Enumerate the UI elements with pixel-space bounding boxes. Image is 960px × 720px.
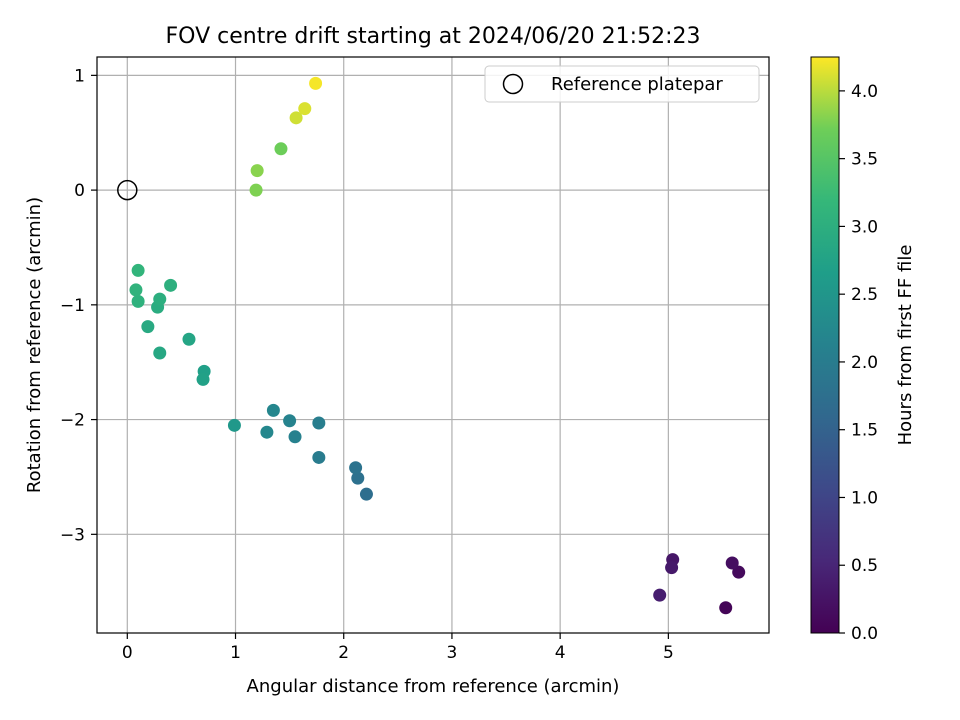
- data-point: [274, 142, 288, 156]
- data-point: [153, 292, 167, 306]
- x-tick-label: 3: [447, 643, 458, 663]
- data-point: [298, 102, 312, 116]
- legend-box: [484, 65, 760, 103]
- chart-title: FOV centre drift starting at 2024/06/20 …: [166, 24, 701, 49]
- legend: Reference platepar: [484, 65, 760, 103]
- colorbar: [810, 56, 840, 634]
- data-point: [653, 588, 667, 602]
- y-tick-label: −3: [60, 525, 85, 545]
- data-point: [351, 471, 365, 485]
- y-tick-label: 0: [74, 181, 85, 201]
- colorbar-tick-label: 4.0: [851, 82, 878, 102]
- colorbar-tick-label: 1.0: [851, 488, 878, 508]
- data-point: [182, 332, 196, 346]
- x-axis-label: Angular distance from reference (arcmin): [247, 676, 620, 697]
- data-point: [129, 283, 143, 297]
- colorbar-tick-label: 3.5: [851, 150, 878, 170]
- colorbar-tick-label: 3.0: [851, 217, 878, 237]
- x-tick-label: 4: [555, 643, 566, 663]
- x-tick-label: 5: [663, 643, 674, 663]
- data-point: [288, 430, 302, 444]
- data-point: [309, 76, 323, 90]
- data-point: [283, 414, 297, 428]
- y-tick-label: −1: [60, 296, 85, 316]
- y-ticks: −3 −2 −1 0 1: [60, 66, 97, 545]
- x-tick-label: 1: [230, 643, 241, 663]
- colorbar-tick-label: 0.0: [851, 624, 878, 644]
- x-ticks: 0 1 2 3 4 5: [122, 633, 674, 663]
- data-point: [131, 263, 145, 277]
- colorbar-tick-label: 2.5: [851, 285, 878, 305]
- data-point: [266, 403, 280, 417]
- axes-frame: [96, 56, 770, 634]
- y-axis-label: Rotation from reference (arcmin): [24, 197, 45, 493]
- x-tick-label: 2: [338, 643, 349, 663]
- data-point: [260, 425, 274, 439]
- data-point: [349, 461, 363, 475]
- reference-marker: [117, 179, 138, 201]
- data-point: [164, 278, 178, 292]
- reference-marker-group: [117, 179, 138, 201]
- data-point: [249, 183, 263, 197]
- x-tick-label: 0: [122, 643, 133, 663]
- data-point: [732, 565, 746, 579]
- data-point: [359, 487, 373, 501]
- data-point: [725, 556, 739, 570]
- data-point: [153, 346, 167, 360]
- colorbar-ticks: 0.0 0.5 1.0 1.5 2.0 2.5 3.0 3.5 4.0: [839, 82, 878, 644]
- legend-entry-reference-platepar: Reference platepar: [551, 74, 723, 95]
- data-point: [141, 320, 155, 334]
- data-point: [196, 372, 210, 386]
- data-point: [719, 601, 733, 615]
- data-points: [129, 76, 746, 615]
- data-point: [665, 561, 679, 575]
- legend-marker: [502, 73, 524, 95]
- colorbar-tick-label: 2.0: [851, 353, 878, 373]
- data-point: [289, 111, 303, 125]
- grid-lines: [97, 57, 769, 633]
- colorbar-label: Hours from first FF file: [895, 245, 916, 446]
- data-point: [312, 416, 326, 430]
- y-tick-label: −2: [60, 411, 85, 431]
- y-tick-label: 1: [74, 66, 85, 86]
- colorbar-tick-label: 1.5: [851, 421, 878, 441]
- data-point: [227, 418, 241, 432]
- colorbar-tick-label: 0.5: [851, 556, 878, 576]
- data-point: [312, 450, 326, 464]
- data-point: [131, 294, 145, 308]
- data-point: [250, 164, 264, 178]
